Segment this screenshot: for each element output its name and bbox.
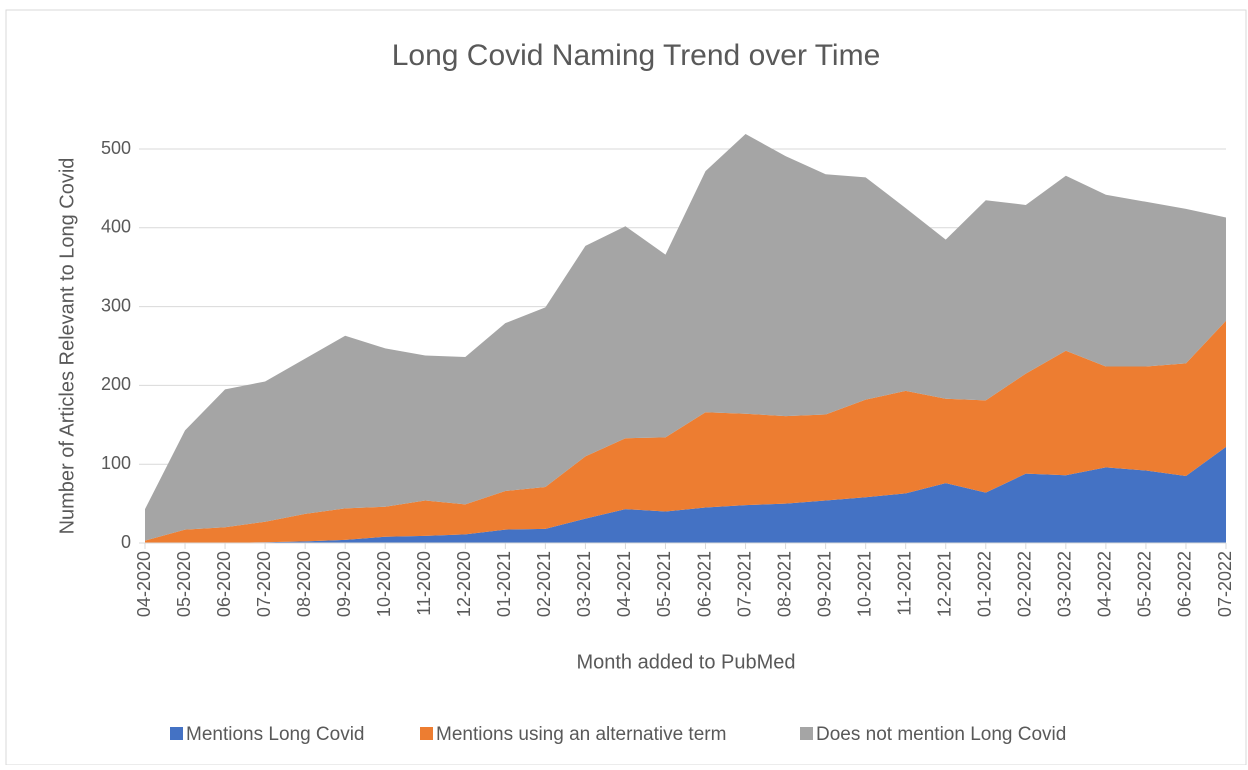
y-tick-label: 400: [101, 217, 131, 237]
y-tick-label: 500: [101, 138, 131, 158]
x-tick-label: 06-2020: [214, 551, 234, 617]
legend-swatch: [170, 727, 183, 740]
x-tick-label: 07-2022: [1215, 551, 1235, 617]
x-tick-label: 02-2021: [534, 551, 554, 617]
legend-label: Mentions Long Covid: [186, 724, 365, 745]
x-tick-label: 05-2020: [174, 551, 194, 617]
y-tick-label: 300: [101, 295, 131, 315]
legend-label: Mentions using an alternative term: [436, 724, 726, 745]
y-tick-label: 200: [101, 374, 131, 394]
x-tick-label: 01-2021: [494, 551, 514, 617]
x-tick-label: 02-2022: [1015, 551, 1035, 617]
x-tick-label: 08-2020: [294, 551, 314, 617]
area: [145, 320, 1226, 543]
y-tick-label: 0: [121, 532, 131, 552]
x-tick-label: 08-2021: [774, 551, 794, 617]
x-tick-label: 11-2020: [414, 551, 434, 616]
x-tick-label: 11-2021: [894, 551, 914, 616]
x-tick-label: 07-2020: [254, 551, 274, 617]
chart-title: Long Covid Naming Trend over Time: [392, 39, 881, 72]
area: [145, 134, 1226, 541]
y-tick-label: 100: [101, 453, 131, 473]
x-tick-label: 12-2020: [454, 551, 474, 617]
x-tick-label: 06-2021: [694, 551, 714, 617]
x-tick-label: 04-2021: [614, 551, 634, 617]
x-tick-label: 03-2021: [574, 551, 594, 617]
legend-swatch: [800, 727, 813, 740]
x-tick-label: 09-2020: [334, 551, 354, 617]
y-axis-title: Number of Articles Relevant to Long Covi…: [56, 158, 78, 535]
x-tick-label: 01-2022: [975, 551, 995, 617]
area: [145, 446, 1226, 543]
x-tick-label: 09-2021: [814, 551, 834, 617]
x-tick-label: 10-2021: [854, 551, 874, 617]
x-tick-label: 05-2022: [1135, 551, 1155, 617]
x-tick-label: 04-2022: [1095, 551, 1115, 617]
legend-swatch: [420, 727, 433, 740]
x-tick-label: 10-2020: [374, 551, 394, 617]
x-tick-label: 03-2022: [1055, 551, 1075, 617]
x-tick-label: 05-2021: [654, 551, 674, 617]
x-axis-title: Month added to PubMed: [576, 651, 795, 673]
x-tick-label: 06-2022: [1175, 551, 1195, 617]
legend-label: Does not mention Long Covid: [816, 724, 1066, 745]
x-tick-label: 07-2021: [734, 551, 754, 617]
x-tick-label: 04-2020: [134, 551, 154, 617]
x-tick-label: 12-2021: [934, 551, 954, 617]
